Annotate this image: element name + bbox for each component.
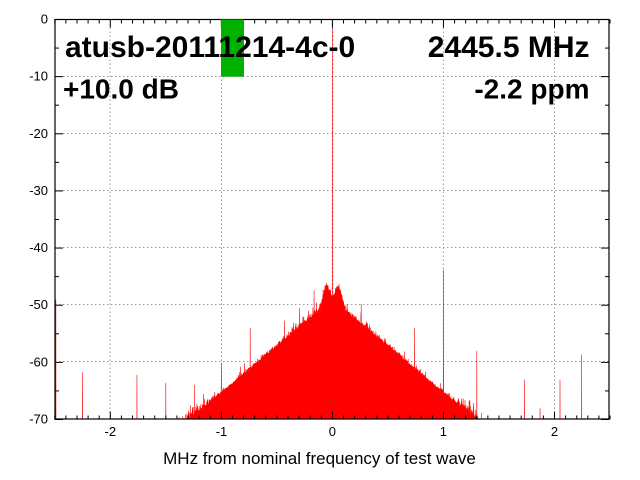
svg-text:-60: -60 — [29, 354, 48, 369]
svg-text:-10: -10 — [29, 69, 48, 84]
svg-text:-40: -40 — [29, 240, 48, 255]
svg-text:0: 0 — [329, 424, 336, 439]
svg-text:-2: -2 — [105, 424, 117, 439]
svg-text:-20: -20 — [29, 126, 48, 141]
svg-text:1: 1 — [440, 424, 447, 439]
svg-text:2445.5 MHz: 2445.5 MHz — [428, 31, 590, 64]
svg-text:-1: -1 — [216, 424, 228, 439]
svg-text:-30: -30 — [29, 183, 48, 198]
svg-text:-2.2 ppm: -2.2 ppm — [474, 73, 589, 104]
svg-text:0: 0 — [41, 12, 48, 27]
svg-text:2: 2 — [551, 424, 558, 439]
svg-text:atusb-20111214-4c-0: atusb-20111214-4c-0 — [65, 31, 355, 64]
svg-text:+10.0 dB: +10.0 dB — [63, 73, 179, 104]
svg-text:MHz from nominal frequency of: MHz from nominal frequency of test wave — [163, 449, 476, 468]
svg-text:-70: -70 — [29, 412, 48, 427]
svg-text:-50: -50 — [29, 297, 48, 312]
